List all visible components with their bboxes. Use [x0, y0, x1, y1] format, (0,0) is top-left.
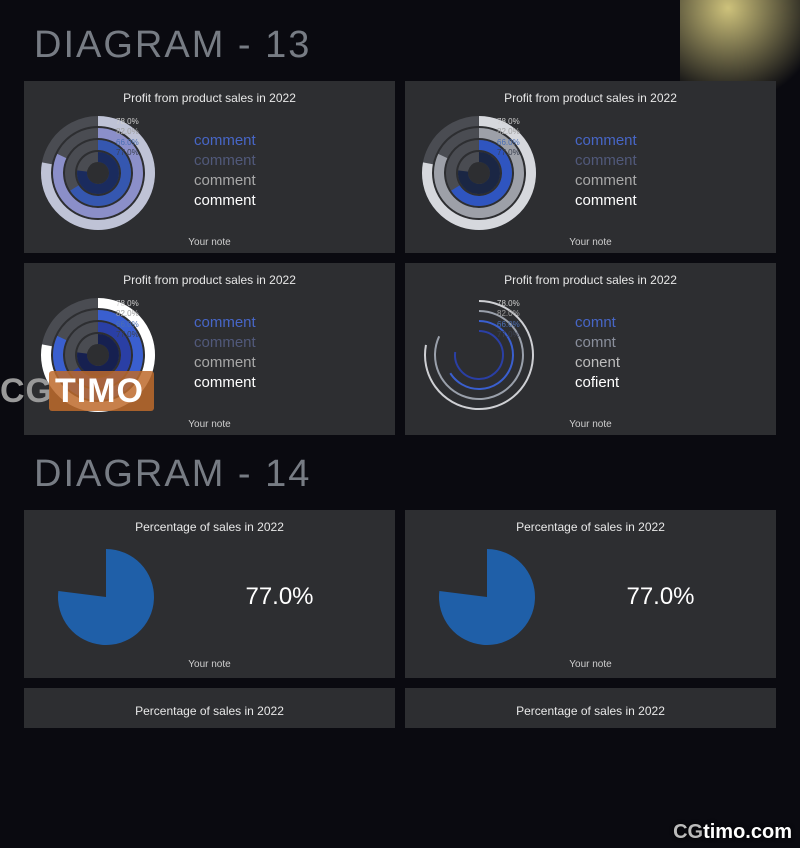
comment-line: conent [575, 353, 764, 373]
pie-chart-card: Percentage of sales in 2022 [405, 688, 776, 728]
comment-line: comment [575, 131, 764, 151]
comments-list: commentcommentcommentcomment [194, 131, 383, 212]
ring-labels: 78.0%82.0%66.0%77.0% [497, 117, 520, 159]
comment-line: comment [194, 151, 383, 171]
radial-chart-card: Profit from product sales in 2022 78.0%8… [405, 263, 776, 435]
card-note: Your note [36, 419, 383, 430]
card-note: Your note [417, 237, 764, 248]
pie-value: 77.0% [557, 583, 764, 611]
pie-chart-card: Percentage of sales in 2022 [24, 688, 395, 728]
comment-line: comment [575, 151, 764, 171]
radial-chart-card: Profit from product sales in 2022 78.0%8… [24, 263, 395, 435]
card-title: Profit from product sales in 2022 [417, 273, 764, 287]
watermark-footer: CGtimo.com [673, 821, 792, 844]
card-note: Your note [417, 419, 764, 430]
radial-chart-card: Profit from product sales in 2022 78.0%8… [24, 81, 395, 253]
card-note: Your note [36, 237, 383, 248]
card-note: Your note [417, 659, 764, 670]
radial-chart-card: Profit from product sales in 2022 78.0%8… [405, 81, 776, 253]
pie-value: 77.0% [176, 583, 383, 611]
comment-line: cofient [575, 373, 764, 393]
section-14-title: DIAGRAM - 14 [34, 453, 776, 496]
card-title: Profit from product sales in 2022 [417, 91, 764, 105]
radial-chart: 78.0%82.0%66.0%77.0% [36, 293, 176, 413]
card-title: Percentage of sales in 2022 [417, 520, 764, 534]
pie-chart [36, 542, 176, 652]
ring-labels: 78.0%82.0%66.0%77.0% [116, 299, 139, 341]
pie-chart-card: Percentage of sales in 2022 77.0% Your n… [24, 510, 395, 678]
section-14-grid: Percentage of sales in 2022 77.0% Your n… [24, 510, 776, 728]
comment-line: comment [194, 353, 383, 373]
comment-line: comment [194, 191, 383, 211]
pie-chart [417, 542, 557, 652]
comments-list: commentcommentcommentcomment [194, 313, 383, 394]
card-title: Percentage of sales in 2022 [36, 520, 383, 534]
section-13-title: DIAGRAM - 13 [34, 24, 776, 67]
comment-line: comment [194, 171, 383, 191]
comment-line: comnt [575, 313, 764, 333]
card-title: Percentage of sales in 2022 [417, 704, 764, 718]
card-title: Profit from product sales in 2022 [36, 273, 383, 287]
comment-line: comment [194, 373, 383, 393]
card-title: Profit from product sales in 2022 [36, 91, 383, 105]
comment-line: comment [575, 191, 764, 211]
comments-list: comntcomntconentcofient [575, 313, 764, 394]
radial-chart: 78.0%82.0%66.0%77.0% [417, 111, 557, 231]
comments-list: commentcommentcommentcomment [575, 131, 764, 212]
pie-chart-card: Percentage of sales in 2022 77.0% Your n… [405, 510, 776, 678]
radial-chart: 78.0%82.0%66.0%77.0% [36, 111, 176, 231]
ring-labels: 78.0%82.0%66.0%77.0% [497, 299, 520, 341]
radial-chart: 78.0%82.0%66.0%77.0% [417, 293, 557, 413]
comment-line: comment [575, 171, 764, 191]
card-note: Your note [36, 659, 383, 670]
comment-line: comnt [575, 333, 764, 353]
section-13-grid: Profit from product sales in 2022 78.0%8… [24, 81, 776, 435]
ring-labels: 78.0%82.0%66.0%77.0% [116, 117, 139, 159]
comment-line: comment [194, 333, 383, 353]
comment-line: comment [194, 131, 383, 151]
card-title: Percentage of sales in 2022 [36, 704, 383, 718]
comment-line: comment [194, 313, 383, 333]
